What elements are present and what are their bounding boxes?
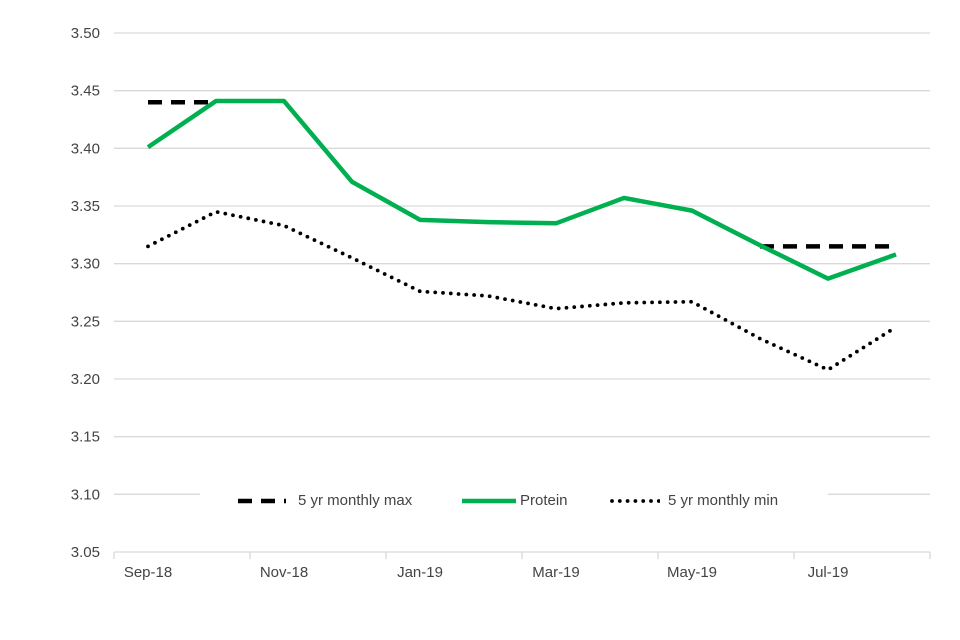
y-axis-tick-label: 3.25	[71, 313, 100, 330]
y-axis-tick-label: 3.50	[71, 25, 100, 42]
x-axis-tick-label: Mar-19	[532, 564, 580, 581]
y-axis-tick-label: 3.45	[71, 83, 100, 100]
legend-solid-line-sample	[462, 498, 516, 504]
series-line-5-yr-monthly-min	[146, 209, 898, 372]
y-axis-tick-label: 3.30	[71, 256, 100, 273]
legend-label-protein: Protein	[520, 492, 568, 509]
x-axis-tick-label: May-19	[667, 564, 717, 581]
y-axis-tick-label: 3.05	[71, 544, 100, 561]
y-axis-tick-label: 3.15	[71, 429, 100, 446]
legend-dotted-line-sample	[610, 499, 660, 503]
y-axis-tick-label: 3.40	[71, 140, 100, 157]
legend-label-5yr-monthly-max: 5 yr monthly max	[298, 492, 413, 509]
series-line-protein	[146, 98, 897, 281]
x-axis-tick-label: Jan-19	[397, 564, 443, 581]
y-axis-tick-label: 3.10	[71, 486, 100, 503]
x-axis-tick-label: Jul-19	[808, 564, 849, 581]
legend-dashed-line-sample	[238, 498, 286, 504]
legend-label-5yr-monthly-min: 5 yr monthly min	[668, 492, 779, 509]
x-axis-tick-label: Nov-18	[260, 564, 308, 581]
y-axis-tick-label: 3.35	[71, 198, 100, 215]
x-axis-tick-label: Sep-18	[124, 564, 172, 581]
y-axis-tick-label: 3.20	[71, 371, 100, 388]
